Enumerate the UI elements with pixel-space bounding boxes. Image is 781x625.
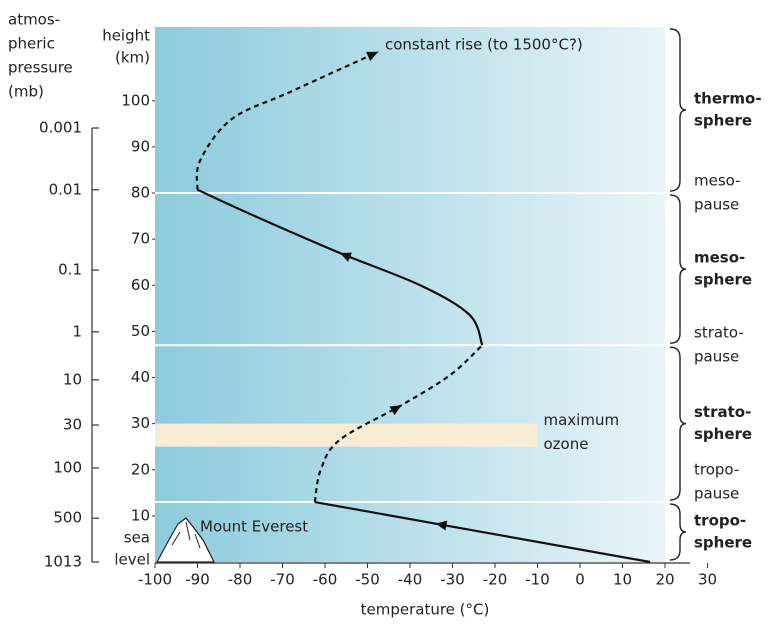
pressure-axis-label: pressure: [8, 59, 73, 77]
x-tick-label: -40: [398, 571, 423, 589]
x-tick-label: -10: [525, 571, 550, 589]
y-tick-label: 50: [131, 322, 150, 340]
transition-label: pause: [694, 485, 739, 503]
layer-label: sphere: [694, 112, 752, 130]
layer-brace: [669, 503, 687, 561]
x-tick-label: -90: [185, 571, 210, 589]
layer-label: sphere: [694, 534, 752, 552]
y-tick-label: 70: [131, 230, 150, 248]
temperature-curve: [313, 344, 484, 503]
x-tick-label: -70: [270, 571, 295, 589]
pressure-axis-label: (mb): [8, 83, 44, 101]
transition-label: pause: [694, 196, 739, 214]
ozone-label: maximum: [544, 411, 620, 429]
y-axis-label: (km): [115, 49, 150, 67]
pressure-tick-label: 1013: [44, 553, 82, 571]
pressure-tick-label: 0.1: [58, 261, 82, 279]
transition-label: pause: [694, 348, 739, 366]
x-tick-label: -100: [138, 571, 172, 589]
sea-level-label: level: [114, 551, 150, 569]
y-tick-label: 80: [131, 184, 150, 202]
y-axis-label: height: [102, 27, 150, 45]
everest-label: Mount Everest: [200, 518, 308, 536]
x-axis-label: temperature (°C): [361, 601, 490, 619]
temperature-curve: [314, 500, 651, 564]
x-tick-label: -20: [483, 571, 508, 589]
x-tick-label: 0: [575, 571, 585, 589]
x-tick-label: -60: [313, 571, 338, 589]
pressure-tick-label: 30: [63, 416, 82, 434]
transition-label: meso-: [694, 172, 741, 190]
sea-level-label: sea: [124, 529, 150, 547]
layer-label: thermo-: [694, 90, 762, 108]
pressure-tick-label: 0.01: [49, 180, 82, 198]
pressure-tick-label: 10: [63, 370, 82, 388]
y-tick-label: 90: [131, 137, 150, 155]
y-tick-label: 60: [131, 276, 150, 294]
y-tick-label: 30: [131, 414, 150, 432]
pressure-tick-label: 500: [53, 509, 82, 527]
ozone-label: ozone: [544, 435, 589, 453]
layer-label: strato-: [694, 403, 751, 421]
y-tick-label: 40: [131, 368, 150, 386]
layer-brace: [669, 346, 687, 501]
pressure-tick-label: 100: [53, 458, 82, 476]
constant-rise-label: constant rise (to 1500°C?): [385, 36, 583, 54]
layer-brace: [669, 28, 687, 192]
pressure-tick-label: 1: [72, 322, 82, 340]
x-tick-label: -80: [228, 571, 253, 589]
y-tick-label: 20: [131, 460, 150, 478]
pressure-axis-label: atmos-: [8, 11, 60, 29]
mountain-icon: [155, 517, 215, 563]
pressure-axis-label: pheric: [8, 35, 55, 53]
y-tick-label: 10: [131, 506, 150, 524]
x-tick-label: 30: [698, 571, 717, 589]
atmosphere-panel: [155, 27, 665, 562]
arrow-head: [435, 520, 448, 531]
arrow-head: [366, 51, 379, 62]
x-tick-label: 10: [613, 571, 632, 589]
layer-label: sphere: [694, 271, 752, 289]
mountain-shading: [171, 521, 201, 549]
layer-brace: [669, 194, 687, 344]
pressure-tick-label: 0.001: [39, 119, 82, 137]
layer-label: tropo-: [694, 512, 746, 530]
layer-label: meso-: [694, 249, 745, 267]
arrow-head: [339, 252, 352, 262]
x-tick-label: -50: [355, 571, 380, 589]
transition-label: tropo-: [694, 461, 739, 479]
layer-label: sphere: [694, 425, 752, 443]
temperature-curve: [195, 50, 379, 190]
arrow-head: [389, 405, 402, 416]
x-tick-label: -30: [440, 571, 465, 589]
y-tick-label: 100: [121, 91, 150, 109]
temperature-curve: [197, 188, 484, 346]
x-tick-label: 20: [655, 571, 674, 589]
transition-label: strato-: [694, 324, 744, 342]
